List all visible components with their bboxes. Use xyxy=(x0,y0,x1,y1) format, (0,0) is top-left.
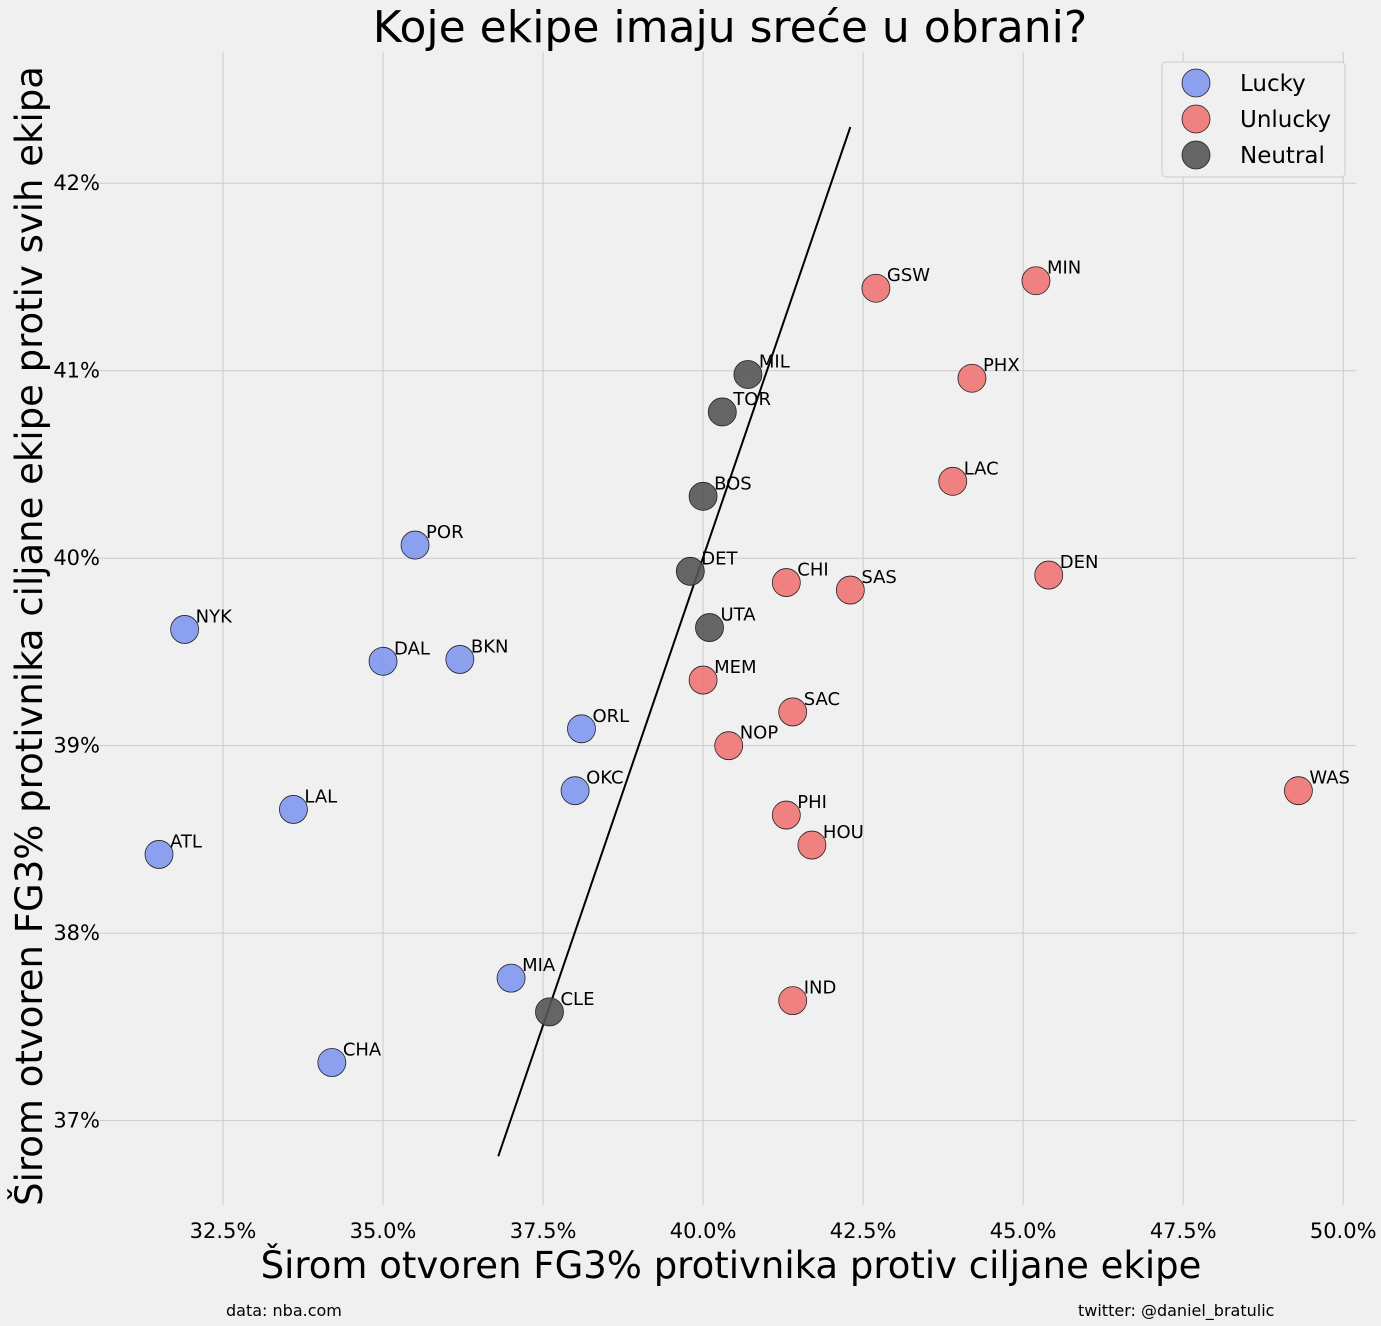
point-det xyxy=(675,556,705,586)
point-label-mem: MEM xyxy=(714,657,756,678)
point-label-lal: LAL xyxy=(304,786,337,807)
point-label-gsw: GSW xyxy=(887,265,930,286)
chart-title: Koje ekipe imaju sreće u obrani? xyxy=(373,2,1087,53)
y-tick-label: 38% xyxy=(53,921,100,945)
point-sas xyxy=(835,575,865,605)
point-phi xyxy=(771,800,801,830)
point-gsw xyxy=(861,273,891,303)
point-chi xyxy=(771,568,801,597)
y-tick-label: 39% xyxy=(53,734,100,758)
point-label-cle: CLE xyxy=(560,989,594,1010)
point-label-por: POR xyxy=(426,522,464,543)
data-source-note: data: nba.com xyxy=(226,1301,342,1320)
point-den xyxy=(1034,560,1064,590)
y-axis-label: Širom otvoren FG3% protivnika ciljane ek… xyxy=(7,66,51,1206)
point-label-nyk: NYK xyxy=(196,606,233,627)
point-label-mil: MIL xyxy=(759,351,790,372)
point-mil xyxy=(733,360,763,389)
point-label-cha: CHA xyxy=(343,1040,382,1061)
legend-marker-unlucky xyxy=(1181,104,1211,134)
legend-label-unlucky: Unlucky xyxy=(1240,107,1331,133)
point-label-mia: MIA xyxy=(522,955,556,976)
point-label-bos: BOS xyxy=(714,473,752,494)
trend-line-group xyxy=(497,126,852,1157)
point-uta xyxy=(695,613,724,642)
x-tick-label: 42.5% xyxy=(830,1219,897,1243)
trend-line xyxy=(497,126,852,1157)
tick-labels: 32.5% 35.0% 37.5% 40.0% 42.5% 45.0% 47.5% 50.0%… xyxy=(53,171,1376,1243)
point-nop xyxy=(714,731,744,761)
legend-label-neutral: Neutral xyxy=(1240,143,1325,169)
point-phx xyxy=(957,363,987,393)
point-hou xyxy=(797,830,827,860)
point-cle xyxy=(535,997,564,1027)
point-label-sas: SAS xyxy=(861,567,897,588)
point-nyk xyxy=(170,615,200,644)
point-label-sac: SAC xyxy=(804,689,840,710)
point-label-nop: NOP xyxy=(740,723,779,744)
point-sac xyxy=(778,697,808,727)
point-por xyxy=(400,530,430,560)
point-label-den: DEN xyxy=(1060,552,1099,573)
point-min xyxy=(1021,266,1051,296)
point-tor xyxy=(707,397,737,427)
point-ind xyxy=(778,986,808,1016)
point-mem xyxy=(688,665,718,695)
point-mia xyxy=(496,963,526,993)
y-tick-label: 37% xyxy=(53,1109,100,1133)
y-tick-label: 40% xyxy=(53,546,100,570)
point-label-hou: HOU xyxy=(823,822,864,843)
point-label-phi: PHI xyxy=(797,792,827,813)
point-lac xyxy=(938,466,968,496)
point-label-okc: OKC xyxy=(586,768,624,789)
point-label-phx: PHX xyxy=(983,355,1020,376)
x-tick-label: 45.0% xyxy=(990,1219,1057,1243)
data-points: NYK POR DAL BKN ORL OKC LAL ATL MIA CHA GSW MIN PHX L… xyxy=(144,258,1350,1077)
point-okc xyxy=(560,776,590,806)
point-label-dal: DAL xyxy=(394,638,430,659)
point-bkn xyxy=(445,645,475,674)
legend-marker-lucky xyxy=(1181,68,1211,98)
legend-label-lucky: Lucky xyxy=(1240,71,1306,97)
point-label-ind: IND xyxy=(804,978,837,999)
point-label-atl: ATL xyxy=(170,831,202,852)
point-atl xyxy=(144,840,174,869)
point-label-uta: UTA xyxy=(720,605,756,626)
point-lal xyxy=(279,795,308,824)
point-dal xyxy=(368,646,398,676)
twitter-credit: twitter: @daniel_bratulic xyxy=(1078,1301,1274,1321)
point-bos xyxy=(688,481,718,511)
point-was xyxy=(1283,776,1313,806)
point-label-was: WAS xyxy=(1309,768,1350,789)
x-tick-label: 47.5% xyxy=(1150,1219,1217,1243)
legend: Lucky Unlucky Neutral xyxy=(1161,61,1346,178)
point-cha xyxy=(317,1048,347,1077)
point-label-orl: ORL xyxy=(592,706,629,727)
legend-marker-neutral xyxy=(1181,140,1211,170)
grid-lines xyxy=(95,52,1356,1205)
x-tick-label: 50.0% xyxy=(1310,1219,1377,1243)
y-tick-label: 42% xyxy=(53,171,100,195)
y-tick-label: 41% xyxy=(53,359,100,383)
point-label-det: DET xyxy=(701,548,738,569)
point-label-min: MIN xyxy=(1047,258,1081,279)
x-tick-label: 35.0% xyxy=(350,1219,417,1243)
x-axis-label: Širom otvoren FG3% protivnika protiv cil… xyxy=(261,1243,1202,1287)
point-label-lac: LAC xyxy=(964,458,999,479)
x-tick-label: 37.5% xyxy=(510,1219,577,1243)
point-label-chi: CHI xyxy=(797,560,828,581)
point-label-tor: TOR xyxy=(732,389,771,410)
x-tick-label: 32.5% xyxy=(190,1219,257,1243)
point-label-bkn: BKN xyxy=(471,636,509,657)
x-tick-label: 40.0% xyxy=(670,1219,737,1243)
point-orl xyxy=(567,714,596,744)
